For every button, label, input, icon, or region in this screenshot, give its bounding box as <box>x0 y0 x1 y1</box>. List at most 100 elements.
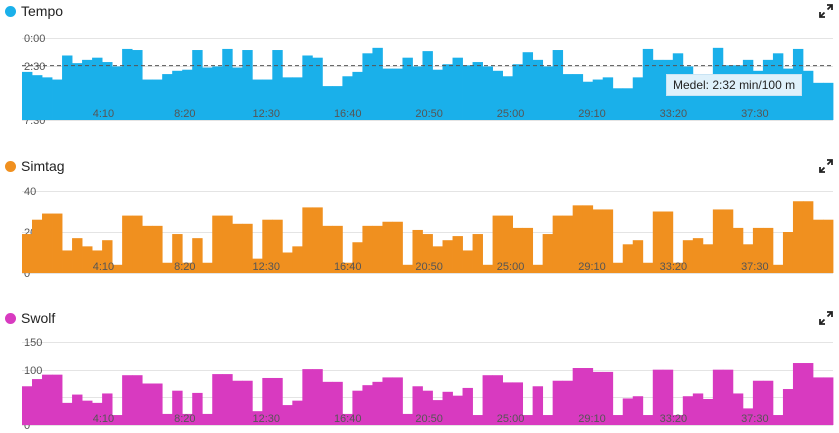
bar[interactable] <box>232 223 243 273</box>
bar[interactable] <box>222 374 233 425</box>
bar[interactable] <box>272 219 283 273</box>
bar[interactable] <box>402 57 413 120</box>
bar[interactable] <box>312 369 323 425</box>
bar[interactable] <box>252 79 263 120</box>
bar[interactable] <box>192 238 203 273</box>
bar[interactable] <box>402 413 413 425</box>
bar[interactable] <box>622 398 634 425</box>
bar[interactable] <box>632 240 644 273</box>
bar[interactable] <box>22 386 33 425</box>
bar[interactable] <box>242 380 253 425</box>
bar[interactable] <box>62 402 73 425</box>
bar[interactable] <box>152 225 163 273</box>
bar[interactable] <box>262 79 273 120</box>
bar[interactable] <box>532 386 544 425</box>
bar[interactable] <box>512 382 524 425</box>
bar[interactable] <box>562 215 574 273</box>
bar[interactable] <box>52 213 63 273</box>
bar[interactable] <box>582 205 594 273</box>
bar[interactable] <box>102 393 113 425</box>
bar[interactable] <box>642 48 654 120</box>
expand-arrows-icon[interactable] <box>819 159 833 173</box>
bar[interactable] <box>282 252 293 274</box>
bar[interactable] <box>282 405 293 425</box>
bar[interactable] <box>482 375 493 425</box>
bar[interactable] <box>662 211 674 274</box>
bar[interactable] <box>202 413 213 425</box>
bar[interactable] <box>572 74 584 120</box>
bar[interactable] <box>522 415 534 425</box>
bar[interactable] <box>212 374 223 425</box>
bar[interactable] <box>432 246 443 273</box>
bar[interactable] <box>592 371 604 425</box>
bar[interactable] <box>312 57 323 120</box>
bar[interactable] <box>692 88 704 120</box>
bar[interactable] <box>442 240 453 273</box>
bar[interactable] <box>102 240 113 273</box>
bar[interactable] <box>42 213 53 273</box>
bar[interactable] <box>632 77 644 120</box>
bar[interactable] <box>462 250 473 273</box>
bar[interactable] <box>532 264 544 273</box>
bar[interactable] <box>702 244 714 273</box>
bar[interactable] <box>332 225 343 273</box>
bar[interactable] <box>562 74 574 120</box>
bar[interactable] <box>52 79 63 120</box>
bar[interactable] <box>22 234 33 273</box>
bar[interactable] <box>742 244 754 273</box>
bar[interactable] <box>472 415 483 425</box>
bar[interactable] <box>772 415 784 425</box>
bar[interactable] <box>122 48 133 120</box>
bar[interactable] <box>342 413 353 425</box>
swolf-chart[interactable]: 1501005004:108:2012:3016:4020:5025:0029:… <box>0 335 839 433</box>
bar[interactable] <box>712 369 724 425</box>
bar[interactable] <box>582 368 594 425</box>
bar[interactable] <box>72 63 83 120</box>
bar[interactable] <box>512 64 524 120</box>
bar[interactable] <box>492 215 503 273</box>
bar[interactable] <box>612 415 624 425</box>
bar[interactable] <box>732 393 744 425</box>
bar[interactable] <box>652 59 664 120</box>
bar[interactable] <box>722 209 734 273</box>
bar[interactable] <box>142 225 153 273</box>
bar[interactable] <box>432 69 443 120</box>
bar[interactable] <box>262 377 273 425</box>
bar[interactable] <box>322 381 333 425</box>
bar[interactable] <box>172 234 183 273</box>
bar[interactable] <box>412 66 423 120</box>
bar[interactable] <box>152 79 163 120</box>
bar[interactable] <box>502 382 513 425</box>
bar[interactable] <box>522 227 534 273</box>
bar[interactable] <box>342 262 353 273</box>
bar[interactable] <box>252 411 263 425</box>
bar[interactable] <box>382 221 393 273</box>
bar[interactable] <box>332 86 343 120</box>
bar[interactable] <box>612 88 624 120</box>
bar[interactable] <box>702 88 714 120</box>
bar[interactable] <box>392 221 403 273</box>
tempo-chart[interactable]: 0:002:305:007:304:108:2012:3016:4020:502… <box>0 28 839 128</box>
bar[interactable] <box>372 225 383 273</box>
bar[interactable] <box>802 201 814 273</box>
bar[interactable] <box>342 76 353 120</box>
bar[interactable] <box>542 234 554 273</box>
bar[interactable] <box>182 413 193 425</box>
bar[interactable] <box>262 219 273 273</box>
bar[interactable] <box>442 64 453 120</box>
bar[interactable] <box>252 258 263 273</box>
bar[interactable] <box>552 50 564 120</box>
bar[interactable] <box>222 48 233 120</box>
bar[interactable] <box>172 70 183 120</box>
bar[interactable] <box>222 215 233 273</box>
bar[interactable] <box>492 70 503 120</box>
bar[interactable] <box>812 219 824 273</box>
bar[interactable] <box>202 262 213 273</box>
bar[interactable] <box>422 51 433 120</box>
bar[interactable] <box>792 363 804 425</box>
bar[interactable] <box>522 52 534 120</box>
bar[interactable] <box>192 50 203 120</box>
bar[interactable] <box>762 227 774 273</box>
bar[interactable] <box>802 70 814 120</box>
bar[interactable] <box>402 264 413 273</box>
